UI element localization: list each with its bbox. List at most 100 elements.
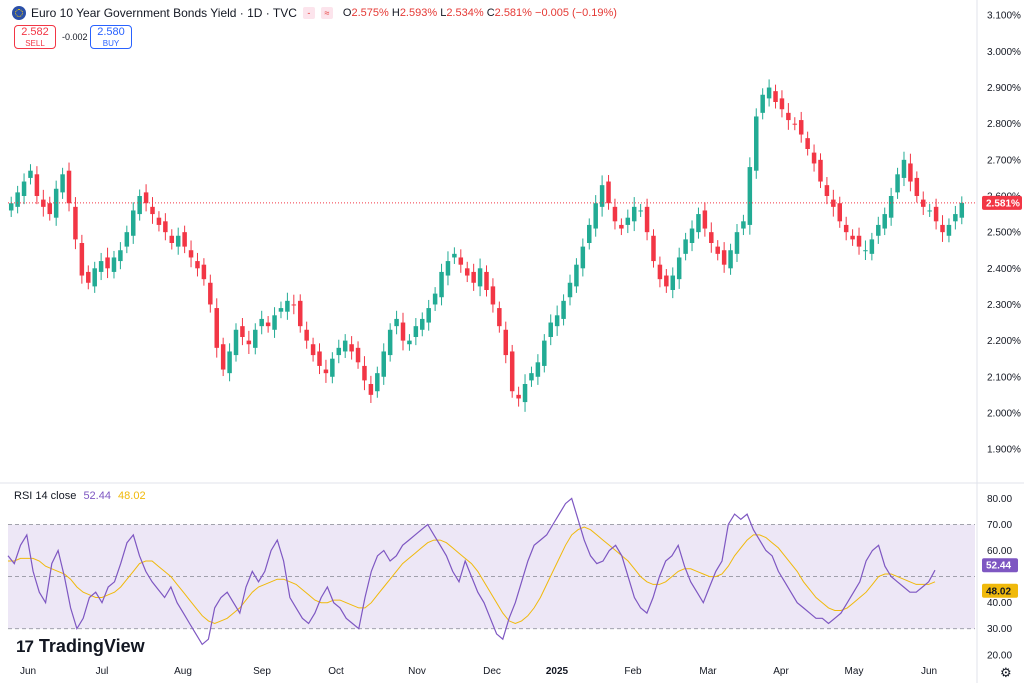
rsi-line (7, 497, 936, 646)
rsi-ma-legend-value: 48.02 (118, 490, 146, 502)
candle-body (747, 167, 753, 225)
candle-body (644, 206, 650, 233)
candle-body (15, 192, 20, 207)
rsi-axis-tick: 60.00 (987, 546, 1012, 557)
candle-body (163, 221, 168, 233)
candle-body (542, 340, 547, 366)
candle-body (156, 217, 162, 225)
time-axis-tick: May (845, 666, 864, 677)
tradingview-logo-text: TradingView (38, 636, 145, 656)
rsi-legend[interactable]: RSI 14 close 52.44 48.02 (14, 490, 146, 502)
buy-price: 2.580 (97, 26, 125, 38)
candle-body (760, 94, 765, 113)
candle-body (612, 206, 618, 222)
candle-body (432, 293, 438, 305)
candle-body (41, 199, 46, 207)
rsi-axis-tick: 80.00 (987, 494, 1012, 505)
candle-body (574, 264, 579, 287)
candle-body (60, 174, 65, 193)
sell-button[interactable]: 2.582 SELL (14, 25, 56, 49)
candle-body (8, 203, 14, 211)
time-axis-tick: Jun (20, 666, 36, 677)
sell-price: 2.582 (21, 26, 49, 38)
candle-body (227, 351, 232, 374)
candle-body (888, 196, 894, 218)
candle-body (606, 181, 611, 204)
tradingview-logo[interactable]: 17 TradingView (16, 636, 145, 657)
candle-body (265, 322, 271, 327)
candle-body (394, 318, 399, 327)
candle-body (927, 210, 932, 212)
time-axis-tick: Jun (921, 666, 937, 677)
buy-button[interactable]: 2.580 BUY (90, 25, 132, 49)
candle-body (914, 177, 920, 196)
candle-body (490, 286, 496, 305)
candle-body (458, 257, 464, 265)
rsi-axis-tick: 70.00 (987, 520, 1012, 531)
candle-body (355, 347, 361, 363)
candle-body (631, 206, 637, 222)
candle-body (317, 351, 322, 366)
price-axis-tick: 2.400% (987, 264, 1021, 275)
rsi-axis-tick: 30.00 (987, 624, 1012, 635)
candle-body (92, 268, 97, 287)
rsi-ma-value-label: 48.02 (986, 586, 1011, 597)
candle-body (375, 373, 380, 392)
compare-icon[interactable]: ≈ (320, 7, 333, 19)
candle-body (773, 91, 778, 102)
candle-body (182, 232, 187, 247)
candle-body (786, 112, 791, 121)
time-axis-tick: Apr (773, 666, 789, 677)
candle-body (811, 152, 817, 164)
candle-body (130, 210, 136, 236)
candle-body (34, 174, 40, 196)
candle-body (445, 261, 451, 276)
candle-body (895, 174, 900, 193)
candle-body (529, 373, 534, 381)
candle-body (548, 322, 553, 337)
candle-body (253, 329, 258, 348)
candle-body (863, 250, 868, 252)
candle-body (818, 159, 823, 182)
symbol-title[interactable]: Euro 10 Year Government Bonds Yield · 1D… (31, 6, 297, 20)
candle-body (837, 203, 843, 222)
candle-body (741, 221, 746, 229)
candle-body (426, 308, 431, 323)
candle-body (503, 329, 509, 356)
price-axis-tick: 1.900% (987, 445, 1021, 456)
candle-body (516, 394, 521, 399)
candle-body (278, 308, 284, 312)
candle-body (522, 384, 528, 403)
rsi-legend-label: RSI 14 close (14, 490, 77, 502)
candle-body (330, 358, 335, 377)
candle-body (73, 206, 78, 240)
candle-body (599, 185, 605, 207)
time-axis-tick: Dec (483, 666, 501, 677)
candle-body (285, 300, 290, 312)
candle-body (220, 344, 226, 370)
high-label: H (391, 7, 400, 19)
candle-body (477, 268, 483, 287)
buy-label: BUY (102, 39, 120, 48)
candle-body (593, 203, 598, 229)
low-value: 2.534% (446, 7, 484, 19)
candle-body (381, 351, 386, 377)
hide-indicators-icon[interactable]: - (302, 7, 315, 19)
candle-body (908, 163, 913, 182)
candle-body (709, 232, 714, 243)
candle-body (150, 206, 155, 215)
candle-body (805, 138, 810, 149)
time-axis-tick: Nov (408, 666, 426, 677)
price-axis-tick: 2.900% (987, 83, 1021, 94)
candle-body (651, 235, 656, 262)
candle-body (721, 250, 727, 265)
rsi-ma-value-badge (982, 583, 1018, 598)
rsi-value-badge (982, 558, 1018, 573)
candle-body (824, 185, 830, 196)
candle-body (464, 268, 470, 276)
candle-body (400, 322, 406, 341)
candle-body (509, 351, 515, 392)
gear-icon[interactable]: ⚙ (1000, 665, 1012, 680)
candle-body (798, 120, 804, 135)
